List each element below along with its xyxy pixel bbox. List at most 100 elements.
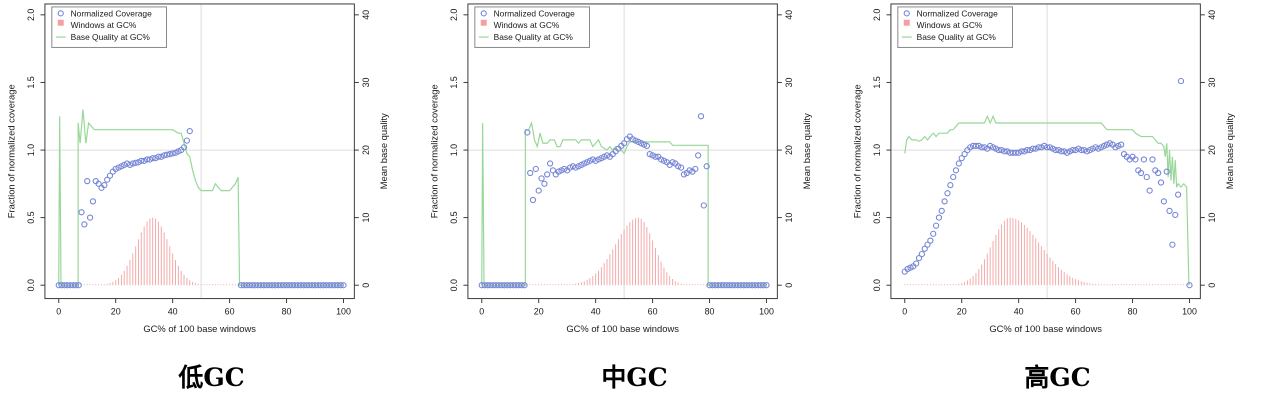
y-right-tick-label: 10: [361, 213, 371, 223]
coverage-point: [504, 282, 511, 289]
y-right-tick-label: 0: [1207, 283, 1217, 288]
coverage-point: [643, 142, 650, 150]
coverage-point: [697, 113, 705, 120]
coverage-point: [180, 144, 188, 151]
coverage-point: [183, 137, 190, 144]
coverage-point: [935, 214, 943, 221]
coverage-point: [746, 282, 753, 289]
coverage-point: [155, 153, 162, 160]
axis-text: 0 20 40 60 80 100 0.0 0.5 1.0 1.5 2.0 0 10 20 30 40 GC% …: [851, 9, 1235, 335]
y-left-tick-label: 1.5: [449, 76, 459, 88]
y-left-tick-label: 1.5: [26, 76, 36, 88]
coverage-point: [501, 282, 508, 289]
coverage-point: [67, 282, 74, 289]
coverage-point: [927, 237, 934, 244]
legend-marker-square: [480, 19, 487, 26]
chart-canvas-mid-gc: 0 20 40 60 80 100 0.0 0.5 1.0 1.5 2.0 0 10 20 30 40 GC% …: [428, 3, 812, 335]
legend-label: Base Quality at GC%: [917, 32, 997, 42]
y-right-tick-label: 40: [784, 10, 794, 20]
coverage-point: [143, 156, 151, 163]
coverage-point: [621, 140, 628, 147]
coverage-point: [915, 255, 923, 262]
y-left-axis-title: Fraction of normalized coverage: [5, 84, 16, 218]
coverage-point: [291, 282, 299, 289]
coverage-point: [237, 282, 245, 289]
y-left-tick-label: 0.0: [449, 279, 459, 291]
coverage-point: [700, 202, 707, 209]
chart-canvas-low-gc: 0 20 40 60 80 100 0.0 0.5 1.0 1.5 2.0 0 10 20 30 40 GC% …: [5, 3, 389, 334]
coverage-point: [326, 282, 333, 289]
axis-text: 0 20 40 60 80 100 0.0 0.5 1.0 1.5 2.0 0 10 20 30 40 GC% …: [428, 9, 812, 335]
y-left-tick-label: 1.0: [872, 144, 882, 156]
x-tick-label: 20: [111, 306, 121, 316]
coverage-point: [101, 182, 108, 189]
gc-bias-panel-low-gc: 0 20 40 60 80 100 0.0 0.5 1.0 1.5 2.0 0 10 20 30 40 GC% …: [0, 0, 423, 415]
normalized-coverage-series: [55, 127, 347, 289]
coverage-point: [492, 282, 500, 289]
coverage-point: [544, 171, 551, 178]
coverage-point: [961, 151, 968, 158]
coverage-point: [1024, 146, 1031, 154]
coverage-point: [1035, 144, 1042, 151]
x-tick-label: 60: [648, 306, 658, 316]
coverage-point: [1143, 173, 1150, 181]
coverage-point: [692, 165, 699, 173]
coverage-point: [277, 282, 284, 289]
coverage-point: [337, 282, 344, 289]
coverage-point: [595, 156, 602, 163]
gc-bias-panel-high-gc: 0 20 40 60 80 100 0.0 0.5 1.0 1.5 2.0 0 10 20 30 40 GC% …: [846, 0, 1269, 415]
coverage-point: [340, 282, 347, 289]
coverage-point: [1163, 168, 1170, 175]
coverage-point: [1078, 146, 1085, 154]
coverage-point: [1055, 146, 1062, 154]
x-tick-label: 40: [1014, 306, 1024, 316]
x-axis-title: GC% of 100 base windows: [566, 323, 679, 334]
coverage-point: [1066, 148, 1073, 155]
coverage-point: [527, 169, 534, 177]
coverage-point: [743, 282, 750, 289]
coverage-point: [749, 282, 756, 289]
coverage-point: [1169, 241, 1176, 248]
coverage-point: [913, 260, 920, 267]
y-right-tick-label: 20: [361, 145, 371, 155]
legend-label: Windows at GC%: [71, 20, 137, 30]
coverage-point: [686, 167, 693, 174]
coverage-point: [266, 282, 273, 289]
coverage-point: [1140, 156, 1148, 163]
legend-label: Normalized Coverage: [917, 8, 998, 18]
base-quality-line: [481, 120, 767, 286]
coverage-point: [86, 214, 94, 221]
coverage-point: [921, 245, 928, 252]
y-right-tick-label: 10: [1207, 213, 1217, 223]
coverage-point: [1149, 156, 1156, 163]
normalized-coverage-series: [901, 77, 1193, 289]
coverage-point: [581, 160, 588, 167]
coverage-point: [734, 282, 742, 289]
axis-ticks: [463, 14, 782, 304]
coverage-point: [263, 282, 270, 289]
coverage-point: [320, 282, 327, 289]
axis-ticks: [886, 14, 1205, 304]
coverage-point: [104, 176, 111, 183]
coverage-point: [1137, 169, 1145, 177]
coverage-point: [1058, 148, 1065, 155]
coverage-point: [1177, 77, 1185, 85]
coverage-point: [572, 164, 579, 171]
coverage-point: [714, 282, 722, 289]
coverage-point: [549, 167, 557, 174]
coverage-point: [930, 230, 937, 237]
y-right-tick-label: 30: [361, 77, 371, 87]
coverage-point: [487, 282, 494, 289]
y-left-tick-label: 1.0: [26, 144, 36, 156]
coverage-point: [695, 152, 702, 159]
coverage-point: [998, 146, 1005, 154]
coverage-point: [515, 282, 522, 289]
coverage-point: [254, 282, 262, 289]
coverage-point: [1146, 187, 1153, 194]
coverage-point: [978, 144, 985, 151]
panel-caption-low-gc: 低GC: [178, 363, 245, 392]
coverage-point: [149, 155, 156, 162]
coverage-point: [703, 163, 710, 170]
y-left-tick-label: 0.0: [872, 279, 882, 291]
